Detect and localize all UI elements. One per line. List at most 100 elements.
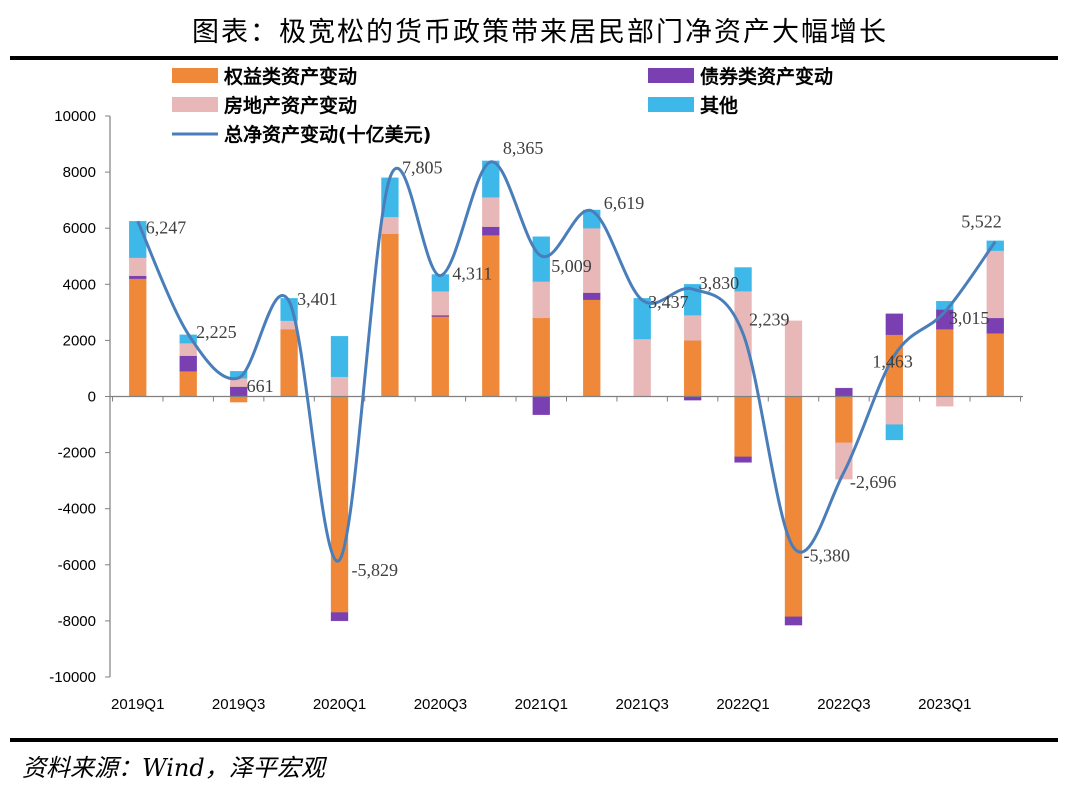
y-tick-label: -8000 (58, 613, 96, 630)
bar-real_estate (532, 281, 550, 319)
y-tick-label: -10000 (49, 669, 96, 686)
bar-other (583, 209, 601, 229)
x-tick-label: 2020Q3 (414, 696, 467, 713)
bar-bond (179, 355, 197, 372)
bar-equity (734, 396, 752, 457)
bar-equity (280, 329, 298, 397)
bar-bond (583, 292, 601, 300)
total-data-label: 1,463 (872, 351, 913, 371)
bar-real_estate (129, 257, 147, 277)
bar-equity (431, 316, 450, 397)
bar-equity (784, 396, 803, 617)
y-tick-label: 0 (88, 389, 96, 406)
bar-real_estate (936, 396, 954, 407)
x-tick-label: 2023Q1 (918, 696, 971, 713)
bar-bond (885, 313, 904, 335)
total-data-label: 5,522 (961, 212, 1002, 232)
bar-equity (129, 278, 147, 397)
bar-equity (835, 396, 853, 443)
total-data-label: 3,830 (699, 273, 740, 293)
bar-real_estate (633, 338, 651, 397)
legend-label-total: 总净资产变动(十亿美元) (224, 123, 431, 146)
x-tick-label: 2019Q3 (212, 696, 265, 713)
total-data-label: -2,696 (850, 472, 897, 492)
total-data-label: -5,829 (352, 560, 399, 580)
x-tick-label: 2022Q1 (716, 696, 769, 713)
bar-equity (229, 396, 248, 403)
bar-equity (583, 299, 601, 397)
legend-swatch-equity (172, 68, 218, 83)
x-tick-label: 2019Q1 (111, 696, 164, 713)
x-tick-label: 2021Q1 (515, 696, 568, 713)
bar-other (532, 236, 550, 282)
bar-equity (532, 317, 550, 397)
bar-equity (381, 233, 399, 397)
x-tick-label: 2022Q3 (817, 696, 870, 713)
bar-real_estate (482, 197, 500, 227)
bar-bond (532, 396, 550, 415)
total-data-label: -5,380 (803, 545, 850, 565)
legend-label-bond: 债券类资产变动 (700, 65, 833, 88)
top-rule (10, 56, 1058, 60)
total-data-label: 3,015 (949, 308, 990, 328)
legend-label-real_estate: 房地产资产变动 (224, 94, 357, 117)
bar-equity (986, 333, 1004, 397)
x-tick-label: 2021Q3 (615, 696, 668, 713)
bar-equity (683, 340, 702, 397)
bar-other (683, 284, 702, 316)
bar-real_estate (784, 320, 803, 397)
bar-bond (330, 612, 349, 622)
bar-other (936, 300, 954, 310)
total-line-path (136, 160, 997, 563)
total-data-label: 661 (247, 376, 274, 396)
legend-label-equity: 权益类资产变动 (223, 65, 357, 88)
y-tick-label: 2000 (63, 332, 96, 349)
bar-other (330, 336, 349, 378)
total-data-label: 5,009 (551, 256, 592, 276)
bar-bond (431, 315, 450, 317)
bar-bond (784, 616, 803, 626)
bar-bond (835, 387, 853, 397)
bar-real_estate (431, 291, 450, 316)
y-axis: 10000 8000 6000 4000 2000 0 -2000 -4000 -6000 -80… (49, 108, 111, 686)
y-tick-label: -2000 (58, 445, 96, 462)
bar-bond (482, 226, 500, 236)
bar-real_estate (330, 376, 349, 397)
bar-equity (330, 396, 349, 613)
bars (129, 160, 1004, 626)
data-labels: 6,247 2,225 661 3,401 -5,829 7,805 4,311 8,365 5… (146, 138, 1002, 580)
total-data-label: 8,365 (503, 138, 544, 158)
legend-swatch-bond (648, 68, 694, 83)
y-tick-label: 6000 (63, 220, 96, 237)
x-tick-label: 2020Q1 (313, 696, 366, 713)
y-tick-label: -6000 (58, 557, 96, 574)
bar-equity (482, 235, 500, 397)
chart-title: 图表：极宽松的货币政策带来居民部门净资产大幅增长 (192, 17, 888, 48)
bar-real_estate (683, 315, 702, 341)
y-tick-label: 8000 (63, 164, 96, 181)
bar-other (986, 240, 1004, 251)
x-axis: 2019Q1 2019Q3 2020Q1 2020Q3 2021Q1 2021Q3 2022… (110, 395, 1023, 713)
total-data-label: 3,401 (297, 289, 338, 309)
bar-real_estate (835, 442, 853, 480)
bar-real_estate (734, 291, 752, 397)
total-data-label: 7,805 (402, 158, 443, 178)
bar-bond (229, 386, 248, 397)
source-note: 资料来源：Wind，泽平宏观 (22, 754, 325, 782)
legend-swatch-other (648, 97, 694, 112)
y-tick-label: 10000 (54, 108, 96, 125)
total-data-label: 2,225 (196, 322, 237, 342)
bar-real_estate (885, 396, 904, 425)
total-data-label: 6,619 (604, 193, 645, 213)
bar-bond (734, 456, 752, 463)
y-tick-label: -4000 (58, 501, 96, 518)
legend-label-other: 其他 (700, 94, 738, 117)
bar-bond (129, 275, 147, 279)
legend-swatch-real_estate (172, 97, 218, 112)
total-data-label: 6,247 (146, 217, 187, 237)
bar-other (885, 424, 904, 441)
total-data-label: 4,311 (452, 264, 492, 284)
total-line (136, 160, 997, 563)
